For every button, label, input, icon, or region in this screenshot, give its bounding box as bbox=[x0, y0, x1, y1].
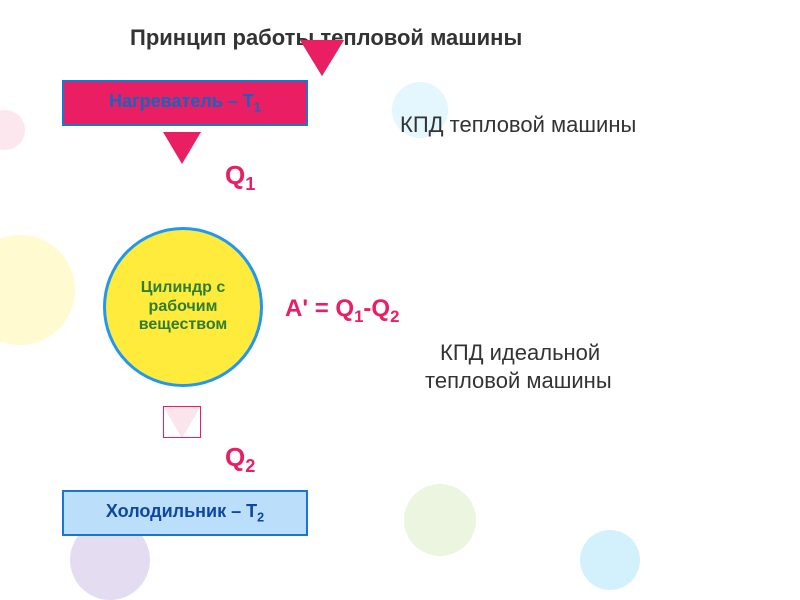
q1-label: Q1 bbox=[225, 160, 255, 195]
work-s1: 1 bbox=[354, 307, 363, 326]
kpd2b-span: тепловой машины bbox=[425, 368, 612, 393]
cooler-label: Холодильник – Т2 bbox=[106, 501, 264, 525]
heater-box: Нагреватель – Т1 bbox=[62, 80, 308, 126]
q1-main: Q bbox=[225, 160, 245, 190]
kpd-text-2b: тепловой машины bbox=[425, 368, 612, 394]
top-marker-icon bbox=[300, 40, 344, 76]
cylinder-circle: Цилиндр с рабочим веществом bbox=[103, 227, 263, 387]
decor-bubble bbox=[404, 484, 476, 556]
cooler-sub: 2 bbox=[257, 511, 264, 525]
decor-bubble bbox=[0, 235, 75, 345]
arrow-q1-icon bbox=[163, 132, 201, 164]
cylinder-text: Цилиндр с рабочим веществом bbox=[116, 279, 250, 334]
q1-sub: 1 bbox=[245, 174, 255, 194]
work-s2: 2 bbox=[390, 307, 399, 326]
decor-bubble bbox=[580, 530, 640, 590]
kpd1-span: КПД тепловой машины bbox=[400, 112, 636, 137]
decor-bubble bbox=[0, 110, 25, 150]
cooler-text: Холодильник – Т bbox=[106, 501, 257, 521]
q2-label: Q2 bbox=[225, 442, 255, 477]
kpd2a-span: КПД идеальной bbox=[440, 340, 600, 365]
work-mid: -Q bbox=[363, 295, 390, 322]
work-formula: A' = Q1-Q2 bbox=[285, 295, 399, 327]
heater-text: Нагреватель – Т bbox=[109, 91, 254, 111]
work-pre: A' = Q bbox=[285, 295, 354, 322]
kpd-text-2a: КПД идеальной bbox=[440, 340, 600, 366]
heater-label: Нагреватель – Т1 bbox=[109, 91, 261, 115]
q2-main: Q bbox=[225, 442, 245, 472]
arrow-q2-icon bbox=[163, 406, 201, 438]
cooler-box: Холодильник – Т2 bbox=[62, 490, 308, 536]
kpd-text-1: КПД тепловой машины bbox=[400, 112, 636, 138]
q2-sub: 2 bbox=[245, 456, 255, 476]
heater-sub: 1 bbox=[254, 101, 261, 115]
